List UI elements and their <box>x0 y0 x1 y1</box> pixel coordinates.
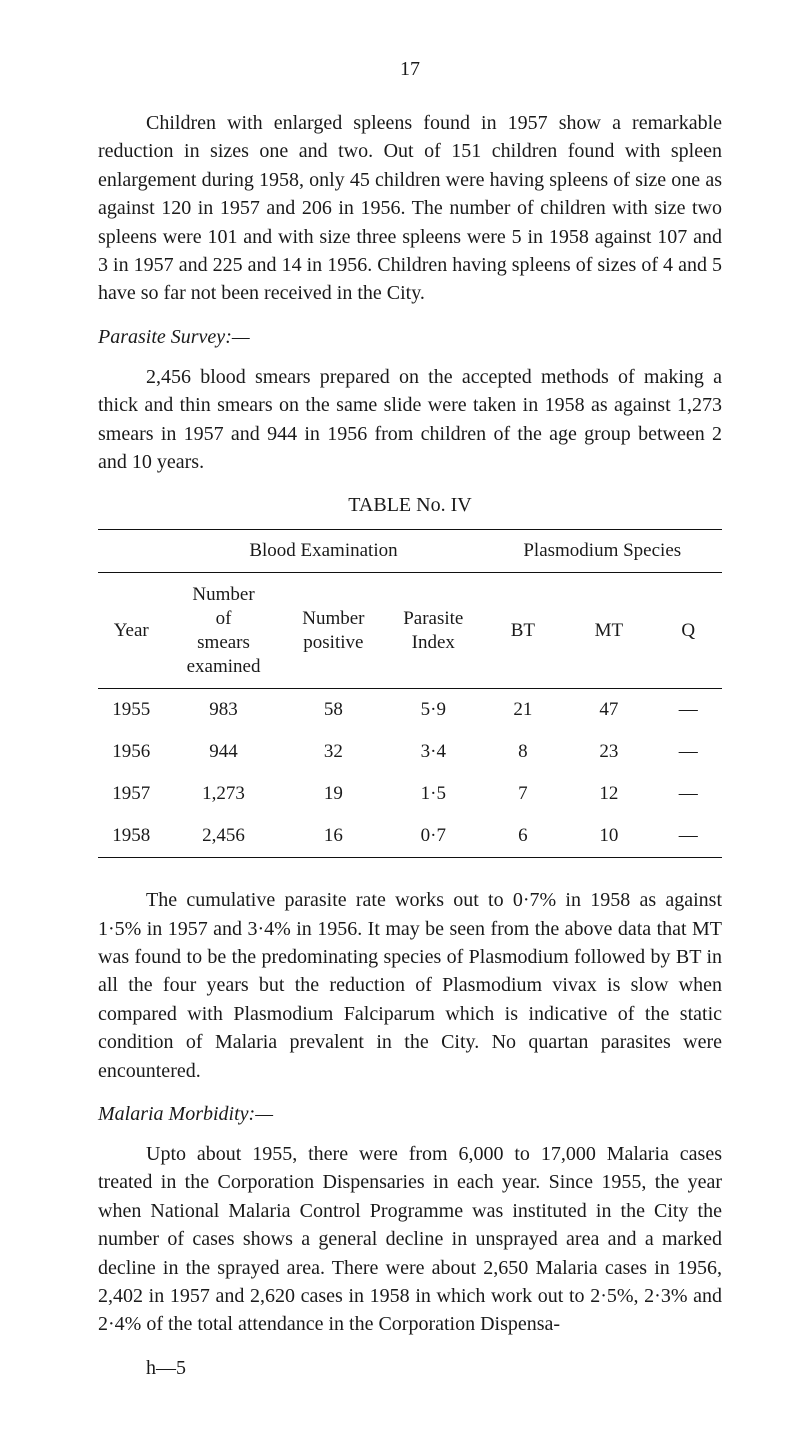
cell-positive: 58 <box>283 689 384 732</box>
paragraph-cumulative: The cumulative parasite rate works out t… <box>98 886 722 1085</box>
cell-year: 1955 <box>98 689 164 732</box>
col-smears: Numberofsmearsexamined <box>164 573 282 689</box>
cell-smears: 2,456 <box>164 815 282 858</box>
table-row: 1958 2,456 16 0·7 6 10 — <box>98 815 722 858</box>
table-column-header-row: Year Numberofsmearsexamined Numberpositi… <box>98 573 722 689</box>
cell-mt: 23 <box>563 731 654 773</box>
cell-q: — <box>654 731 722 773</box>
cell-bt: 6 <box>483 815 564 858</box>
cell-smears: 944 <box>164 731 282 773</box>
paragraph-spleens: Children with enlarged spleens found in … <box>98 109 722 308</box>
cell-year: 1956 <box>98 731 164 773</box>
cell-index: 1·5 <box>384 773 482 815</box>
col-index: ParasiteIndex <box>384 573 482 689</box>
heading-parasite-survey: Parasite Survey:— <box>98 326 722 349</box>
cell-mt: 47 <box>563 689 654 732</box>
col-q: Q <box>654 573 722 689</box>
cell-q: — <box>654 689 722 732</box>
cell-index: 0·7 <box>384 815 482 858</box>
cell-index: 3·4 <box>384 731 482 773</box>
table-title: TABLE No. IV <box>98 494 722 517</box>
cell-q: — <box>654 773 722 815</box>
table-group-header-row: Blood Examination Plasmodium Species <box>98 530 722 573</box>
cell-positive: 16 <box>283 815 384 858</box>
col-year: Year <box>98 573 164 689</box>
cell-positive: 19 <box>283 773 384 815</box>
cell-positive: 32 <box>283 731 384 773</box>
cell-smears: 983 <box>164 689 282 732</box>
col-positive: Numberpositive <box>283 573 384 689</box>
page-number: 17 <box>98 58 722 81</box>
table-row: 1957 1,273 19 1·5 7 12 — <box>98 773 722 815</box>
heading-malaria-morbidity: Malaria Morbidity:— <box>98 1103 722 1126</box>
cell-mt: 10 <box>563 815 654 858</box>
table-row: 1956 944 32 3·4 8 23 — <box>98 731 722 773</box>
col-mt: MT <box>563 573 654 689</box>
table-parasite-survey: Blood Examination Plasmodium Species Yea… <box>98 529 722 858</box>
cell-year: 1958 <box>98 815 164 858</box>
group-header-blood: Blood Examination <box>164 530 482 573</box>
paragraph-morbidity: Upto about 1955, there were from 6,000 t… <box>98 1140 722 1339</box>
cell-bt: 8 <box>483 731 564 773</box>
cell-year: 1957 <box>98 773 164 815</box>
col-bt: BT <box>483 573 564 689</box>
paragraph-smears: 2,456 blood smears prepared on the accep… <box>98 363 722 477</box>
cell-bt: 7 <box>483 773 564 815</box>
group-header-plasmodium: Plasmodium Species <box>483 530 722 573</box>
cell-index: 5·9 <box>384 689 482 732</box>
cell-smears: 1,273 <box>164 773 282 815</box>
cell-bt: 21 <box>483 689 564 732</box>
page: 17 Children with enlarged spleens found … <box>0 0 800 1448</box>
table-row: 1955 983 58 5·9 21 47 — <box>98 689 722 732</box>
cell-mt: 12 <box>563 773 654 815</box>
col-blank <box>98 530 164 573</box>
cell-q: — <box>654 815 722 858</box>
footer-mark: h—5 <box>98 1357 722 1380</box>
